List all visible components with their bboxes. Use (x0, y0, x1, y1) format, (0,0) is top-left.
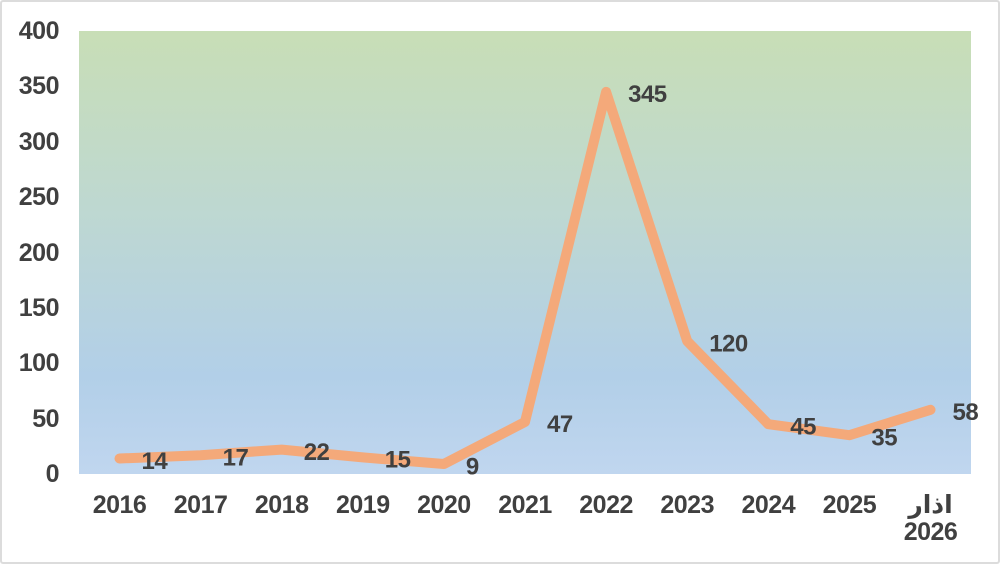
y-axis-label: 100 (18, 349, 60, 378)
x-axis-label: 2021 (475, 492, 575, 519)
y-axis-label: 350 (18, 72, 60, 101)
x-axis-label: 2025 (799, 492, 899, 519)
x-axis-label: 2022 (556, 492, 656, 519)
plot-area (79, 31, 971, 474)
y-axis-label: 200 (18, 238, 60, 267)
x-axis-label-line: 2026 (903, 518, 958, 546)
x-axis-label-line: 2023 (660, 491, 714, 519)
y-axis-label: 250 (18, 183, 60, 212)
x-axis-label: 2024 (718, 492, 818, 519)
y-axis-label: 150 (18, 293, 60, 322)
x-axis-label: 2020 (394, 492, 494, 519)
x-axis-label-line: 2017 (173, 491, 228, 519)
x-axis-label-line: 2018 (254, 491, 309, 519)
x-axis-label-line: 2022 (579, 491, 633, 519)
x-axis-label-line: 2020 (417, 491, 471, 519)
x-axis-label-line: 2025 (822, 491, 877, 519)
x-axis-label: 2019 (313, 492, 413, 519)
x-axis-label-line: اذار (908, 491, 953, 519)
x-axis-label-line: 2019 (335, 491, 390, 519)
x-axis-label-line: 2024 (741, 491, 796, 519)
x-axis-label: 2016 (70, 492, 170, 519)
x-axis-label-line: 2016 (92, 491, 147, 519)
y-axis-label: 0 (45, 460, 60, 488)
x-axis-label: 2023 (637, 492, 737, 519)
x-axis-label: اذار 2026 (881, 492, 981, 546)
x-axis-label: 2017 (151, 492, 251, 519)
y-axis-label: 300 (18, 127, 60, 156)
y-axis-label: 50 (32, 404, 59, 433)
x-axis-label-line: 2021 (498, 491, 552, 519)
y-axis-label: 400 (18, 17, 60, 45)
x-axis-label: 2018 (232, 492, 332, 519)
